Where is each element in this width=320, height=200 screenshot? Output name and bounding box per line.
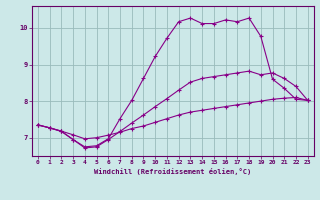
X-axis label: Windchill (Refroidissement éolien,°C): Windchill (Refroidissement éolien,°C) (94, 168, 252, 175)
